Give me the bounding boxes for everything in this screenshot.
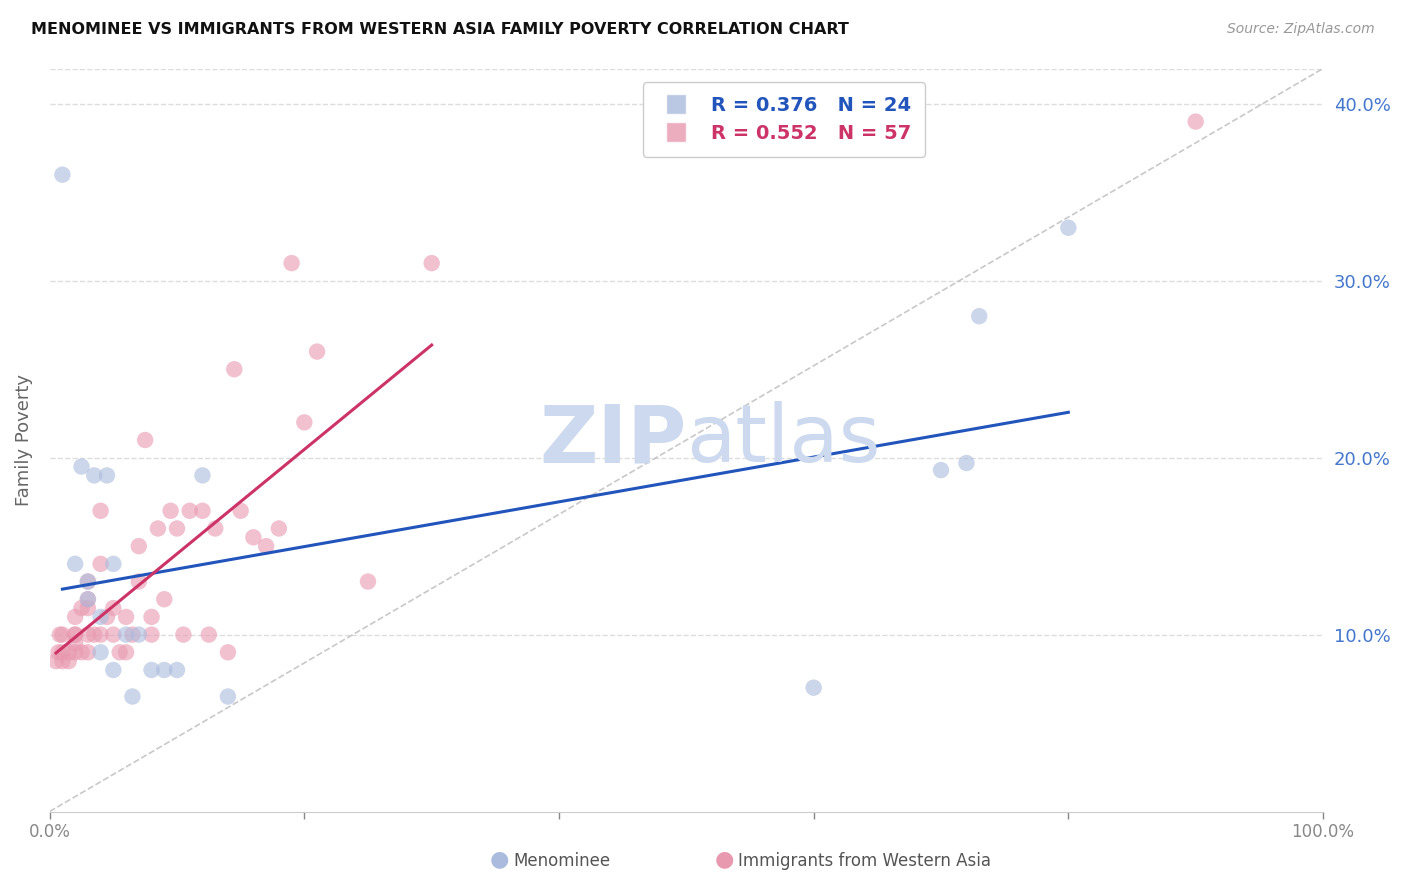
Point [90, 504, 112, 518]
Point [115, 645, 138, 659]
Text: Immigrants from Western Asia: Immigrants from Western Asia [738, 852, 991, 870]
Point [96, 610, 118, 624]
Point [141, 663, 163, 677]
Point [141, 627, 163, 641]
Point [76, 592, 98, 607]
Point [166, 663, 188, 677]
Point [103, 663, 125, 677]
Text: Menominee: Menominee [513, 852, 610, 870]
Point [1057, 220, 1080, 235]
Point [63, 557, 86, 571]
Point [1184, 114, 1206, 128]
Point [70, 645, 93, 659]
Point [172, 627, 194, 641]
Point [51, 627, 73, 641]
Point [229, 504, 252, 518]
Point [103, 557, 125, 571]
Point [242, 530, 264, 544]
Point [159, 504, 181, 518]
Point [128, 574, 150, 589]
Point [108, 645, 131, 659]
Point [70, 459, 93, 474]
Point [115, 610, 138, 624]
Point [153, 663, 176, 677]
Point [146, 521, 169, 535]
Point [83, 627, 105, 641]
Point [76, 592, 98, 607]
Point [967, 309, 990, 323]
Point [96, 468, 118, 483]
Point [128, 539, 150, 553]
Point [90, 557, 112, 571]
Point [76, 627, 98, 641]
Point [63, 645, 86, 659]
Legend: R = 0.376   N = 24, R = 0.552   N = 57: R = 0.376 N = 24, R = 0.552 N = 57 [643, 82, 925, 157]
Point [929, 463, 952, 477]
Y-axis label: Family Poverty: Family Poverty [15, 374, 32, 506]
Point [76, 574, 98, 589]
Point [191, 504, 214, 518]
Point [103, 601, 125, 615]
Text: Source: ZipAtlas.com: Source: ZipAtlas.com [1227, 22, 1375, 37]
Point [45, 654, 67, 668]
Point [128, 627, 150, 641]
Text: ●: ● [489, 850, 509, 870]
Text: ●: ● [714, 850, 734, 870]
Point [51, 168, 73, 182]
Point [307, 344, 329, 359]
Point [803, 681, 825, 695]
Point [83, 468, 105, 483]
Point [292, 415, 315, 429]
Point [217, 690, 239, 704]
Point [58, 645, 80, 659]
Point [63, 627, 86, 641]
Point [121, 627, 143, 641]
Point [254, 539, 277, 553]
Point [166, 521, 188, 535]
Point [134, 433, 156, 447]
Point [141, 610, 163, 624]
Point [63, 627, 86, 641]
Point [63, 610, 86, 624]
Point [267, 521, 290, 535]
Point [103, 627, 125, 641]
Point [51, 645, 73, 659]
Text: ZIP: ZIP [538, 401, 686, 479]
Point [179, 504, 201, 518]
Point [153, 592, 176, 607]
Point [90, 645, 112, 659]
Point [191, 468, 214, 483]
Point [90, 610, 112, 624]
Point [115, 627, 138, 641]
Point [76, 601, 98, 615]
Point [198, 627, 221, 641]
Point [70, 601, 93, 615]
Text: MENOMINEE VS IMMIGRANTS FROM WESTERN ASIA FAMILY POVERTY CORRELATION CHART: MENOMINEE VS IMMIGRANTS FROM WESTERN ASI… [31, 22, 849, 37]
Point [76, 645, 98, 659]
Point [217, 645, 239, 659]
Point [51, 654, 73, 668]
Point [48, 645, 70, 659]
Point [955, 456, 977, 470]
Point [224, 362, 246, 376]
Point [90, 627, 112, 641]
Point [204, 521, 226, 535]
Point [121, 690, 143, 704]
Point [49, 627, 72, 641]
Text: atlas: atlas [686, 401, 880, 479]
Point [76, 574, 98, 589]
Point [357, 574, 380, 589]
Point [280, 256, 302, 270]
Point [58, 654, 80, 668]
Point [420, 256, 443, 270]
Point [63, 636, 86, 650]
